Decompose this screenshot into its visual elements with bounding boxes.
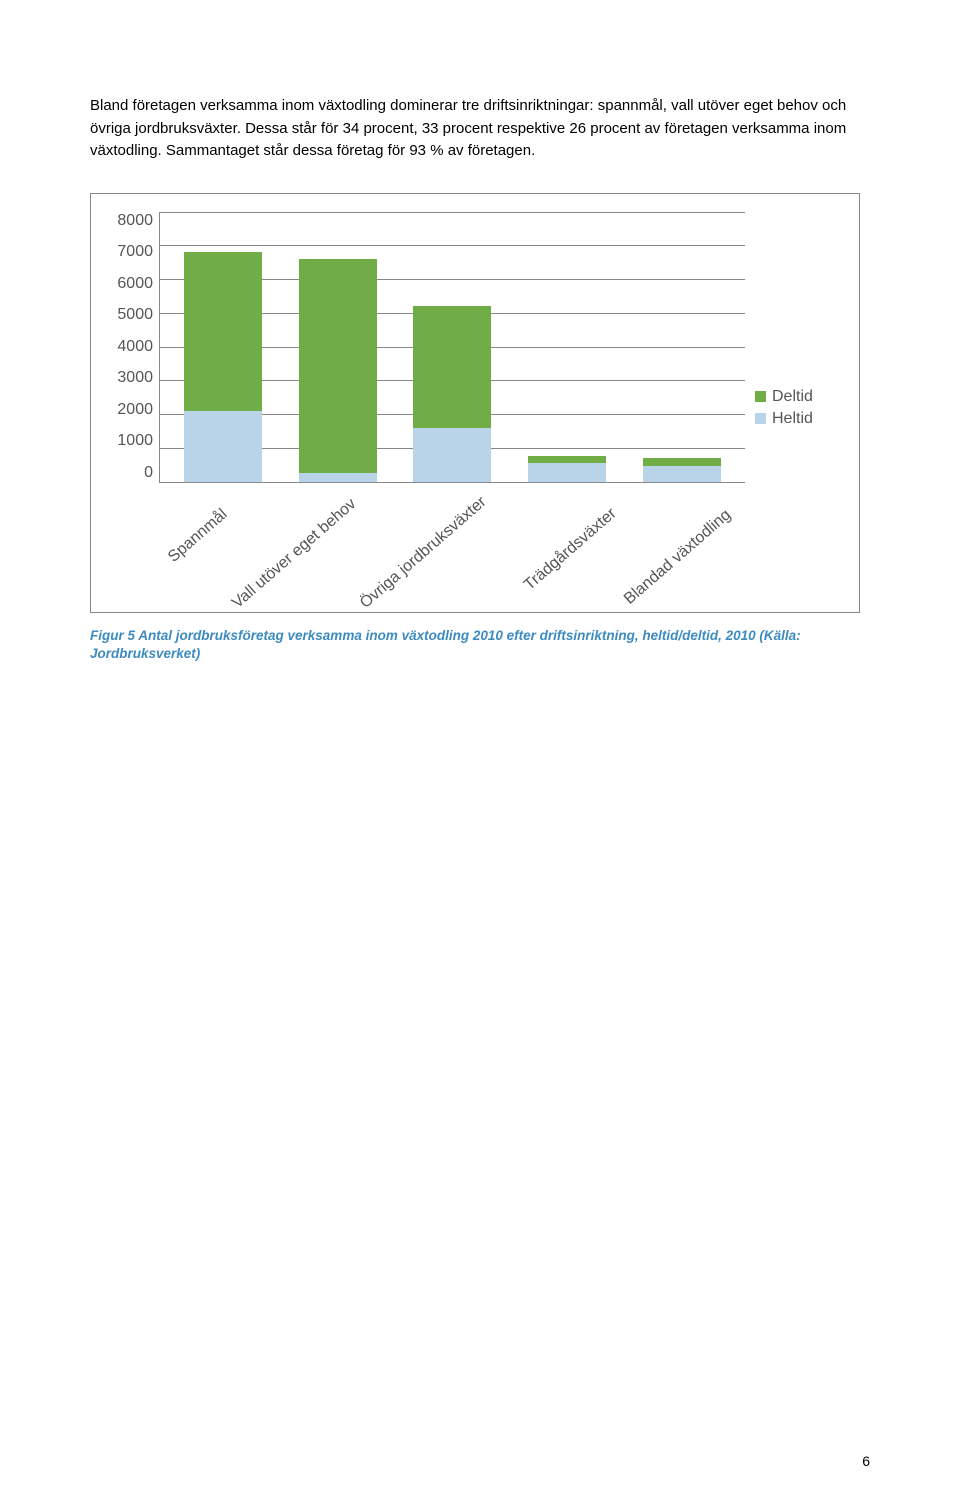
x-axis-labels: Spannmål Vall utöver eget behov Övriga j… — [159, 489, 745, 599]
y-tick: 2000 — [117, 401, 153, 419]
bar-segment-deltid — [413, 306, 491, 428]
body-paragraph: Bland företagen verksamma inom växtodlin… — [90, 95, 870, 163]
y-tick: 8000 — [117, 212, 153, 230]
x-tick: Trädgårdsväxter — [521, 504, 620, 594]
bar-segment-heltid — [184, 411, 262, 482]
y-tick: 4000 — [117, 338, 153, 356]
bar-column — [643, 458, 721, 482]
x-tick: Övriga jordbruksväxter — [357, 493, 490, 612]
bar-segment-deltid — [643, 458, 721, 466]
chart-container: 8000 7000 6000 5000 4000 3000 2000 1000 … — [90, 193, 860, 613]
y-axis-labels: 8000 7000 6000 5000 4000 3000 2000 1000 … — [101, 212, 159, 482]
bar-segment-deltid — [299, 259, 377, 473]
bar-segment-heltid — [413, 428, 491, 482]
bar-segment-heltid — [299, 473, 377, 481]
bar-segment-heltid — [528, 463, 606, 482]
bars-row — [160, 212, 745, 482]
legend-item-heltid: Heltid — [755, 410, 845, 428]
bar-segment-deltid — [528, 456, 606, 463]
bar-segment-heltid — [643, 466, 721, 481]
legend-label: Deltid — [772, 388, 813, 406]
bar-segment-deltid — [184, 252, 262, 411]
legend-item-deltid: Deltid — [755, 388, 845, 406]
x-tick: Spannmål — [165, 505, 231, 566]
bar-column — [528, 456, 606, 481]
y-tick: 3000 — [117, 369, 153, 387]
y-tick: 7000 — [117, 243, 153, 261]
x-tick: Vall utöver eget behov — [229, 495, 360, 612]
y-tick: 5000 — [117, 306, 153, 324]
y-tick: 6000 — [117, 275, 153, 293]
bar-column — [413, 306, 491, 482]
plot-area — [159, 212, 745, 483]
bar-column — [184, 252, 262, 482]
legend-label: Heltid — [772, 410, 813, 428]
swatch-icon — [755, 413, 766, 424]
y-tick: 0 — [144, 464, 153, 482]
figure-caption: Figur 5 Antal jordbruksföretag verksamma… — [90, 627, 870, 665]
legend: Deltid Heltid — [745, 212, 845, 604]
x-tick: Blandad växtodling — [621, 506, 735, 608]
y-tick: 1000 — [117, 432, 153, 450]
bar-column — [299, 259, 377, 482]
page-number: 6 — [862, 1453, 870, 1469]
swatch-icon — [755, 391, 766, 402]
